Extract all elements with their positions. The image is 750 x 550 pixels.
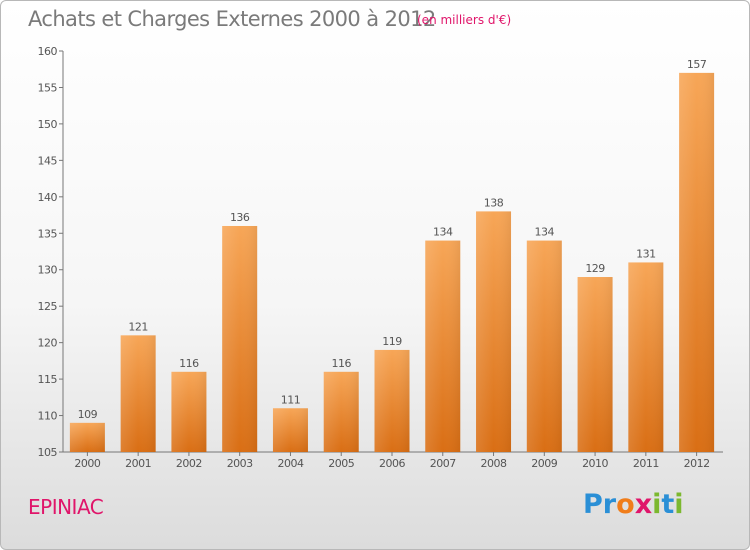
y-tick-label: 105 — [38, 446, 58, 459]
x-tick-label: 2000 — [74, 457, 100, 470]
x-tick-label: 2005 — [328, 457, 354, 470]
value-label: 121 — [128, 320, 148, 333]
bar-shading — [171, 371, 207, 452]
y-tick-label: 145 — [38, 154, 58, 167]
commune-name: EPINIAC — [28, 495, 104, 519]
value-label: 157 — [687, 58, 707, 71]
logo-letter: x — [634, 489, 653, 520]
value-label: 111 — [281, 393, 301, 406]
bar-shading — [526, 240, 562, 452]
value-label: 109 — [78, 408, 98, 421]
bar-shading — [323, 371, 359, 452]
bar-shading — [679, 72, 715, 452]
value-label: 129 — [585, 262, 605, 275]
value-label: 119 — [382, 335, 402, 348]
value-label: 116 — [331, 357, 351, 370]
y-tick-label: 155 — [38, 81, 58, 94]
bar-shading — [476, 211, 512, 452]
bar-shading — [425, 240, 461, 452]
value-labels: 109 121 116 136 111 116 119 134 138 134 129 131 157 — [78, 58, 708, 421]
chart-subtitle: (en milliers d'€) — [417, 13, 512, 27]
y-tick-label: 130 — [38, 264, 58, 277]
logo-letter: i — [652, 489, 662, 520]
logo-letter: P — [583, 489, 603, 520]
x-tick-label: 2004 — [277, 457, 303, 470]
logo-letter: t — [661, 489, 675, 520]
x-tick-label: 2012 — [684, 457, 710, 470]
axes: 105 110 115 120 125 130 135 140 145 150 155 160 2000… — [38, 45, 723, 470]
y-tick-label: 160 — [38, 45, 58, 58]
bar-shading — [374, 349, 410, 452]
y-tick-label: 125 — [38, 300, 58, 313]
value-label: 116 — [179, 357, 199, 370]
x-tick-label: 2001 — [125, 457, 151, 470]
value-label: 134 — [535, 226, 555, 239]
x-tick-label: 2006 — [379, 457, 405, 470]
value-label: 138 — [484, 196, 504, 209]
x-tick-label: 2002 — [176, 457, 202, 470]
bar-shading — [628, 262, 664, 452]
value-label: 136 — [230, 211, 250, 224]
proxiti-logo: Proxiti — [583, 489, 684, 520]
bar-shading — [272, 408, 308, 452]
y-tick-label: 140 — [38, 191, 58, 204]
chart-title: Achats et Charges Externes 2000 à 2012 — [28, 7, 436, 31]
logo-letter: r — [602, 489, 617, 520]
y-tick-label: 150 — [38, 118, 58, 131]
x-tick-label: 2003 — [227, 457, 253, 470]
x-tick-label: 2008 — [481, 457, 507, 470]
logo-letter: o — [616, 489, 635, 520]
y-tick-label: 120 — [38, 337, 58, 350]
x-tick-label: 2010 — [582, 457, 608, 470]
x-tick-label: 2009 — [531, 457, 557, 470]
bars — [69, 72, 715, 452]
value-label: 131 — [636, 247, 656, 260]
x-tick-label: 2011 — [633, 457, 659, 470]
logo-letter: i — [674, 489, 684, 520]
y-tick-label: 110 — [38, 410, 58, 423]
bar-shading — [120, 335, 156, 452]
bar-shading — [69, 422, 105, 452]
x-tick-label: 2007 — [430, 457, 456, 470]
bar-shading — [222, 225, 258, 452]
bar-shading — [577, 277, 613, 452]
value-label: 134 — [433, 226, 453, 239]
y-tick-label: 135 — [38, 227, 58, 240]
y-tick-label: 115 — [38, 373, 58, 386]
